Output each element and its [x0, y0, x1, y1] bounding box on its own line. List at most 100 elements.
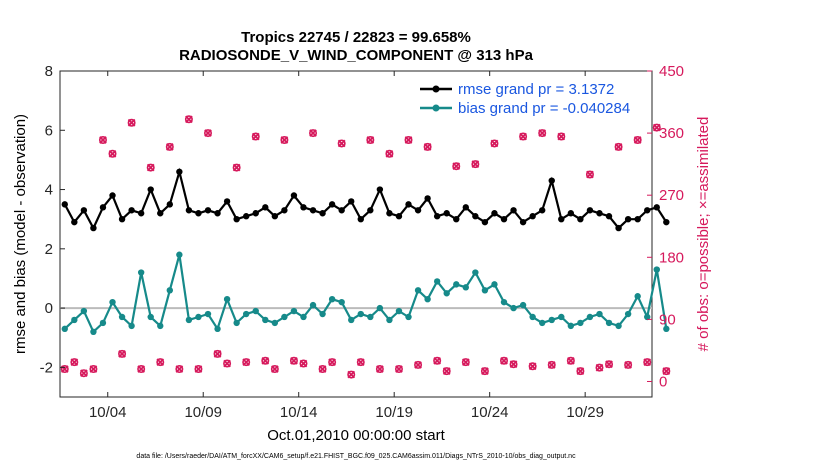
bias-point [233, 319, 240, 327]
obs-possible-marker [375, 365, 384, 374]
rmse-point [252, 210, 259, 217]
bias-point [367, 313, 374, 321]
obs-assimilated-marker [70, 358, 79, 366]
obs-possible-marker [490, 139, 499, 148]
rmse-point [653, 204, 660, 211]
obs-assimilated-marker [318, 365, 327, 373]
obs-assimilated-marker [433, 356, 441, 365]
obs-assimilated-marker [175, 365, 184, 373]
obs-possible-marker [79, 369, 88, 378]
rmse-point [386, 210, 393, 217]
bias-point [348, 316, 355, 324]
rmse-point [61, 201, 68, 208]
rmse-point [118, 215, 126, 223]
obs-possible-marker [251, 132, 260, 141]
rmse-point [663, 218, 670, 226]
x-axis-label: Oct.01,2010 00:00:00 start [267, 427, 445, 444]
rmse-point [624, 215, 632, 223]
obs-possible-marker [433, 356, 442, 365]
y-axis-left-label: rmse and bias (model - observation) [12, 114, 29, 354]
bias-point [185, 316, 193, 324]
bias-point [414, 287, 422, 294]
y-right-tick-label: 270 [659, 187, 684, 204]
y-left-tick-label: 4 [45, 182, 53, 199]
bias-point [615, 322, 622, 330]
bias-point [653, 266, 660, 273]
obs-assimilated-marker [223, 359, 231, 368]
bias-point [71, 316, 78, 324]
bias-point [61, 325, 68, 333]
obs-possible-marker [652, 123, 661, 132]
obs-possible-marker [605, 360, 614, 369]
obs-assimilated-marker [595, 363, 604, 372]
left-axis-ticks: -2 0 2 4 6 8 [40, 63, 65, 376]
obs-possible-marker [452, 162, 461, 171]
rmse-point [491, 210, 498, 217]
bias-point [663, 325, 670, 333]
obs-possible-marker [280, 135, 289, 144]
obs-possible-marker [662, 367, 671, 376]
obs-assimilated-marker [461, 358, 470, 366]
obs-possible-marker [156, 358, 165, 367]
bias-point [567, 322, 575, 330]
x-tick-label: 10/09 [184, 404, 222, 421]
obs-possible-marker [404, 135, 413, 144]
rmse-point [414, 207, 422, 214]
obs-assimilated-marker [500, 356, 508, 365]
bias-point [309, 301, 317, 309]
legend-rmse-label: rmse grand pr = 3.1372 [458, 81, 614, 98]
obs-possible-marker [328, 358, 337, 367]
bias-point [624, 310, 632, 318]
rmse-point [195, 210, 202, 217]
obs-assimilated-marker [108, 149, 117, 158]
obs-assimilated-marker [290, 356, 298, 365]
bias-point [137, 269, 145, 276]
bias-point [271, 319, 279, 327]
bias-point [357, 310, 364, 318]
rmse-point [90, 224, 97, 232]
obs-assimilated-marker [299, 359, 308, 368]
rmse-point [137, 210, 145, 217]
obs-possible-marker [137, 365, 146, 374]
rmse-point [395, 213, 403, 220]
rmse-point [472, 213, 479, 220]
bias-point [433, 278, 441, 285]
obs-assimilated-marker [633, 136, 642, 144]
y-left-tick-label: -2 [40, 359, 53, 376]
y-right-tick-label: 360 [659, 125, 684, 142]
obs-possible-marker [108, 149, 117, 158]
obs-assimilated-marker [395, 365, 403, 373]
obs-assimilated-marker [624, 361, 632, 369]
x-tick-label: 10/24 [471, 404, 509, 421]
obs-possible-marker [309, 129, 318, 138]
bias-point [157, 322, 164, 330]
rmse-point [453, 215, 460, 223]
bias-point [596, 310, 603, 318]
obs-assimilated-marker [89, 365, 98, 373]
obs-assimilated-marker [356, 358, 365, 366]
rmse-point [586, 207, 594, 214]
bias-point [605, 319, 613, 327]
bias-point [644, 313, 651, 321]
rmse-point [328, 201, 336, 208]
x-tick-label: 10/14 [280, 404, 318, 421]
rmse-point [615, 224, 622, 232]
obs-assimilated-marker [251, 132, 260, 141]
obs-possible-marker [614, 142, 623, 151]
y-left-tick-label: 8 [45, 63, 53, 80]
obs-possible-marker [175, 365, 184, 374]
obs-possible-marker [528, 362, 537, 371]
bias-point [128, 322, 135, 330]
rmse-point [519, 218, 527, 226]
right-axis-ticks: 0 90 180 270 360 450 [647, 63, 684, 390]
x-tick-label: 10/29 [566, 404, 604, 421]
obs-possible-marker [270, 365, 279, 374]
rmse-point [367, 207, 374, 214]
obs-assimilated-marker [156, 358, 165, 366]
bias-point [319, 310, 326, 318]
obs-assimilated-marker [146, 163, 155, 172]
rmse-point [424, 195, 431, 202]
rmse-point [443, 210, 450, 217]
bias-point [405, 313, 412, 321]
obs-assimilated-marker [232, 163, 241, 172]
